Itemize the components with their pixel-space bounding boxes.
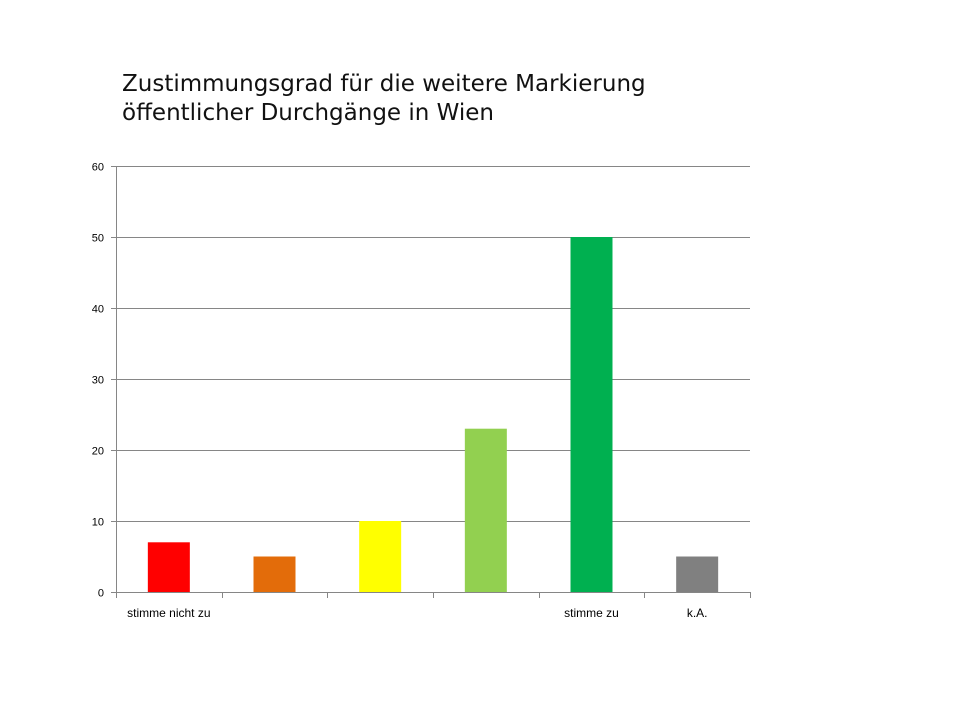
x-category-label: stimme zu — [564, 606, 619, 620]
y-tick-label: 0 — [98, 588, 104, 600]
bar — [570, 237, 613, 592]
bar — [464, 428, 507, 592]
bar — [359, 521, 402, 592]
chart-title-line-1: Zustimmungsgrad für die weitere Markieru… — [122, 71, 646, 97]
y-tick-label: 10 — [92, 517, 104, 529]
x-axis-labels: stimme nicht zu stimme zu k.A. — [127, 606, 707, 620]
bar — [676, 556, 719, 592]
x-category-label: stimme nicht zu — [127, 606, 210, 620]
gridlines — [116, 166, 750, 522]
x-axis — [116, 166, 751, 598]
chart-title: Zustimmungsgrad für die weitere Markieru… — [122, 70, 646, 128]
y-axis-ticks: 0 10 20 30 40 50 60 — [92, 162, 116, 600]
y-tick-label: 40 — [92, 304, 104, 316]
bars — [147, 237, 719, 592]
y-tick-label: 60 — [92, 162, 104, 174]
y-tick-label: 30 — [92, 375, 104, 387]
bar — [147, 542, 190, 592]
bar — [253, 556, 296, 592]
chart-title-line-2: öffentlicher Durchgänge in Wien — [122, 100, 495, 126]
y-tick-label: 20 — [92, 446, 104, 458]
y-tick-label: 50 — [92, 233, 104, 245]
x-category-label: k.A. — [687, 606, 708, 620]
